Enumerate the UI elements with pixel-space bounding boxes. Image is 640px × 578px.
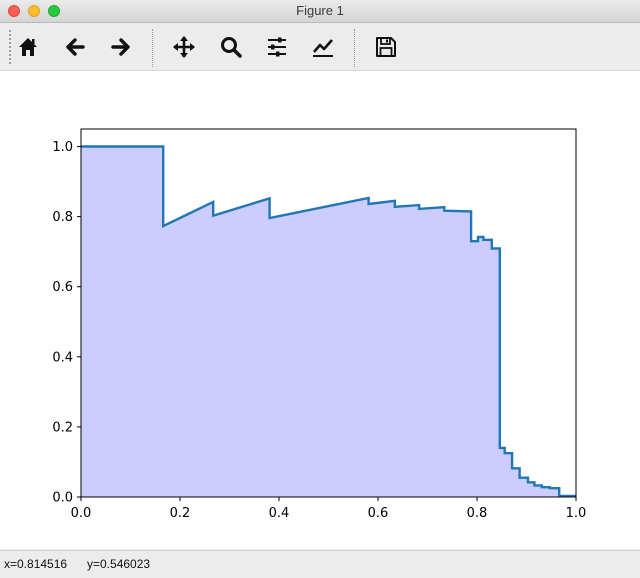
plot-figure[interactable]: 0.0 0.2 0.4 0.6 0.8 1.0 0.0 0.2 0.4 0.6 0.8 1.0: [0, 71, 640, 549]
y-tick-label: 1.0: [52, 140, 73, 155]
x-tick-label: 0.8: [467, 506, 488, 521]
figure-canvas[interactable]: 0.0 0.2 0.4 0.6 0.8 1.0 0.0 0.2 0.4 0.6 0.8 1.0: [0, 71, 640, 549]
y-tick-label: 0.4: [52, 350, 73, 365]
status-bar: x=0.814516 y=0.546023: [0, 550, 640, 578]
y-tick-label: 0.0: [52, 491, 73, 506]
maximize-window-button[interactable]: [48, 5, 60, 17]
forward-button[interactable]: [106, 32, 136, 62]
edit-axis-button[interactable]: [308, 32, 338, 62]
pr-curve-line: [81, 145, 576, 498]
line-chart-icon: [313, 39, 333, 57]
title-bar: Figure 1: [0, 0, 640, 23]
window-title: Figure 1: [296, 3, 344, 18]
x-tick-label: 1.0: [566, 506, 587, 521]
y-tick-label: 0.2: [52, 420, 73, 435]
x-tick-label: 0.2: [170, 506, 191, 521]
pan-button[interactable]: [169, 32, 199, 62]
toolbar-grip[interactable]: [8, 29, 12, 65]
y-tick-label: 0.8: [52, 210, 73, 225]
close-window-button[interactable]: [8, 5, 20, 17]
toolbar-separator: [152, 29, 153, 67]
toolbar: [0, 23, 640, 71]
sliders-icon: [268, 37, 286, 57]
configure-subplots-button[interactable]: [262, 32, 292, 62]
cursor-y-readout: y=0.546023: [87, 557, 151, 571]
minimize-window-button[interactable]: [28, 5, 40, 17]
floppy-disk-icon: [376, 37, 396, 57]
back-button[interactable]: [60, 32, 90, 62]
save-button[interactable]: [371, 32, 401, 62]
x-tick-label: 0.4: [269, 506, 290, 521]
home-button[interactable]: [13, 32, 43, 62]
toolbar-separator: [354, 29, 355, 67]
home-icon: [19, 38, 37, 56]
zoom-button[interactable]: [216, 32, 246, 62]
pr-curve-area: [81, 146, 576, 497]
y-tick-label: 0.6: [52, 280, 73, 295]
arrow-left-icon: [66, 38, 85, 56]
plot-frame: [80, 128, 577, 498]
search-icon: [221, 37, 242, 58]
move-icon: [173, 36, 195, 58]
cursor-x-readout: x=0.814516: [4, 557, 68, 571]
x-tick-label: 0.6: [368, 506, 389, 521]
arrow-right-icon: [111, 38, 130, 56]
x-tick-label: 0.0: [71, 506, 92, 521]
